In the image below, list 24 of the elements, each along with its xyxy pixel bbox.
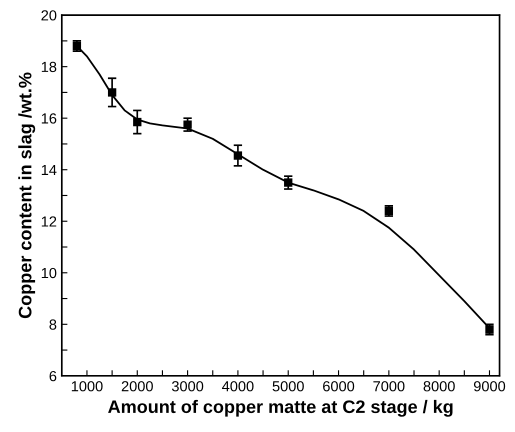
point <box>108 88 116 97</box>
point <box>133 118 142 126</box>
y-tick-label: 6 <box>50 370 56 382</box>
x-tick-label: 4000 <box>222 381 254 392</box>
x-tick-label: 1000 <box>72 381 103 392</box>
x-tick-label: 6000 <box>323 381 354 392</box>
x-tick-label: 8000 <box>424 381 455 392</box>
y-tick-label: 18 <box>42 62 56 72</box>
x-axis-title: Amount of copper matte at C2 stage / kg <box>108 400 453 417</box>
y-tick-label: 8 <box>49 319 56 330</box>
point <box>183 120 192 129</box>
x-tick-label: 7000 <box>373 381 405 392</box>
y-tick-label: 20 <box>41 10 56 21</box>
x-tick-label: 3000 <box>172 381 204 392</box>
x-tick-label: 5000 <box>272 381 304 392</box>
point <box>284 178 292 187</box>
y-tick-label: 14 <box>42 164 57 175</box>
x-tick-label: 9000 <box>474 381 506 392</box>
y-axis-title: Copper content in slag /wt.% <box>18 72 36 318</box>
y-tick-label: 12 <box>42 216 56 227</box>
y-tick-label: 16 <box>42 113 56 124</box>
x-tick-label: 2000 <box>122 381 153 392</box>
point <box>234 151 242 160</box>
y-tick-label: 10 <box>42 268 56 278</box>
